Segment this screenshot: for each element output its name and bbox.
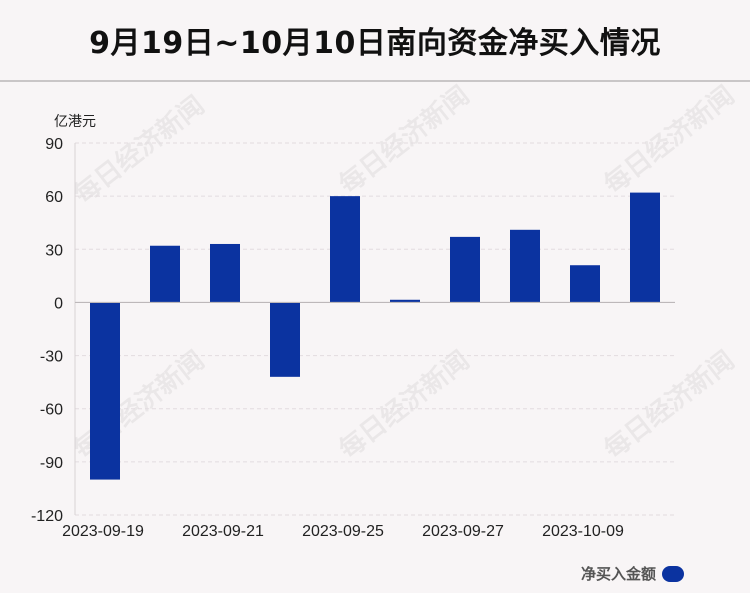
bar — [210, 243, 240, 303]
bar — [270, 302, 300, 377]
bar — [150, 245, 180, 303]
y-tick-label: -90 — [40, 455, 63, 472]
bar — [510, 229, 540, 303]
y-tick-label: -30 — [40, 349, 63, 366]
y-tick-label: 0 — [54, 295, 63, 312]
x-tick-label: 2023-09-25 — [302, 523, 384, 540]
y-tick-label: 60 — [45, 189, 63, 206]
x-tick-label: 2023-09-19 — [62, 523, 144, 540]
title-divider — [0, 80, 750, 82]
legend-swatch — [662, 565, 684, 582]
y-tick-label: 30 — [45, 242, 63, 259]
chart-title: 9月19日~10月10日南向资金净买入情况 — [89, 26, 661, 61]
bar — [330, 196, 360, 303]
y-tick-label: -60 — [40, 402, 63, 419]
x-tick-label: 2023-09-27 — [422, 523, 504, 540]
bar — [90, 302, 120, 480]
bar — [390, 299, 420, 303]
y-axis-unit-label: 亿港元 — [54, 114, 96, 130]
y-tick-label: 90 — [45, 136, 63, 153]
legend-label: 净买入金额 — [580, 565, 656, 583]
bar — [630, 192, 660, 303]
x-tick-label: 2023-09-21 — [182, 523, 264, 540]
bar — [450, 236, 480, 303]
legend: 净买入金额 — [581, 563, 684, 584]
x-tick-label: 2023-10-09 — [542, 523, 624, 540]
bar — [570, 265, 600, 303]
y-tick-label: -120 — [31, 508, 63, 525]
